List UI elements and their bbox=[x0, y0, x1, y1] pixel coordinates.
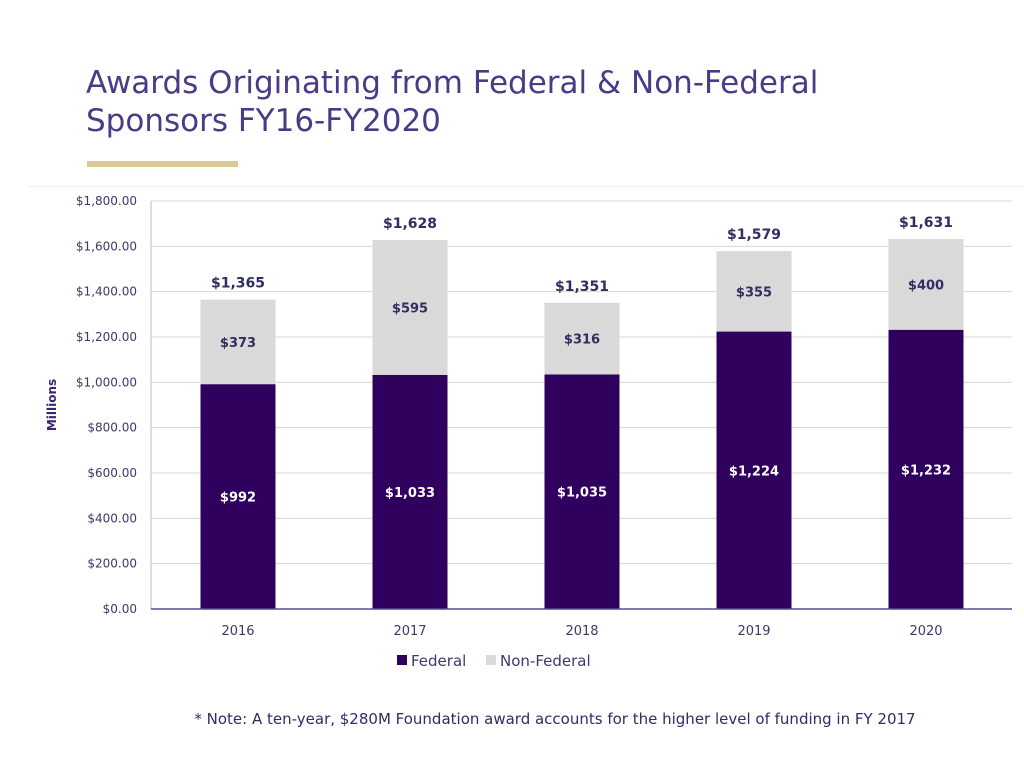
y-tick-label: $1,600.00 bbox=[76, 239, 137, 253]
y-tick-label: $1,800.00 bbox=[76, 194, 137, 208]
federal-value-label: $1,033 bbox=[385, 486, 435, 501]
bar-federal-2020 bbox=[888, 329, 964, 609]
federal-value-label: $1,232 bbox=[901, 463, 951, 478]
gridlines bbox=[151, 200, 1012, 565]
slide-title-line-2: Sponsors FY16-FY2020 bbox=[86, 103, 441, 139]
data-labels: $992 $373 $1,365 $1,033 $595 $1,628 $1,035 $316… bbox=[211, 215, 953, 505]
federal-value-label: $1,224 bbox=[729, 464, 779, 479]
y-tick-label: $1,400.00 bbox=[76, 285, 137, 299]
total-value-label: $1,351 bbox=[555, 279, 609, 295]
total-value-label: $1,631 bbox=[899, 215, 953, 231]
y-tick-label: $1,000.00 bbox=[76, 375, 137, 389]
y-tick-label: $800.00 bbox=[87, 421, 137, 435]
stacked-bar-chart: $0.00 $200.00 $400.00 $600.00 $800.00 $1,000.… bbox=[45, 194, 1012, 670]
x-tick-label: 2019 bbox=[737, 624, 770, 639]
x-tick-label: 2020 bbox=[909, 624, 942, 639]
y-tick-label: $1,200.00 bbox=[76, 330, 137, 344]
total-value-label: $1,365 bbox=[211, 276, 265, 292]
slide-title-line-1: Awards Originating from Federal & Non-Fe… bbox=[86, 65, 819, 101]
footnote: * Note: A ten-year, $280M Foundation awa… bbox=[194, 710, 916, 728]
x-tick-label: 2016 bbox=[221, 624, 254, 639]
non-federal-value-label: $355 bbox=[736, 285, 772, 300]
non-federal-value-label: $316 bbox=[564, 333, 600, 348]
axes: $0.00 $200.00 $400.00 $600.00 $800.00 $1,000.… bbox=[45, 194, 1012, 639]
legend-label-non-federal: Non-Federal bbox=[500, 652, 591, 670]
total-value-label: $1,628 bbox=[383, 216, 437, 232]
federal-value-label: $1,035 bbox=[557, 486, 607, 501]
y-tick-label: $200.00 bbox=[87, 557, 137, 571]
bar-federal-2016 bbox=[200, 384, 276, 609]
x-tick-label: 2017 bbox=[393, 624, 426, 639]
federal-value-label: $992 bbox=[220, 491, 256, 506]
y-tick-label: $0.00 bbox=[103, 602, 137, 616]
bar-federal-2019 bbox=[716, 331, 792, 609]
y-tick-label: $400.00 bbox=[87, 511, 137, 525]
legend-swatch-federal bbox=[397, 655, 407, 665]
legend-label-federal: Federal bbox=[411, 652, 466, 670]
total-value-label: $1,579 bbox=[727, 227, 781, 243]
bar-non-federal-2020 bbox=[888, 239, 964, 330]
bar-non-federal-2017 bbox=[372, 239, 448, 375]
x-tick-label: 2018 bbox=[565, 624, 598, 639]
bar-non-federal-2016 bbox=[200, 299, 276, 385]
non-federal-value-label: $595 bbox=[392, 301, 428, 316]
non-federal-value-label: $373 bbox=[220, 336, 256, 351]
bar-federal-2018 bbox=[544, 374, 620, 609]
non-federal-value-label: $400 bbox=[908, 278, 944, 293]
title-accent-rule bbox=[87, 161, 238, 167]
y-tick-label: $600.00 bbox=[87, 466, 137, 480]
bar-non-federal-2019 bbox=[716, 251, 792, 332]
slide-title: Awards Originating from Federal & Non-Fe… bbox=[86, 64, 946, 140]
header-divider bbox=[28, 186, 1024, 187]
bars bbox=[200, 239, 964, 609]
legend-swatch-non-federal bbox=[486, 655, 496, 665]
y-axis-title: Millions bbox=[45, 379, 59, 431]
bar-non-federal-2018 bbox=[544, 302, 620, 375]
legend: Federal Non-Federal bbox=[397, 652, 591, 670]
bar-federal-2017 bbox=[372, 374, 448, 609]
